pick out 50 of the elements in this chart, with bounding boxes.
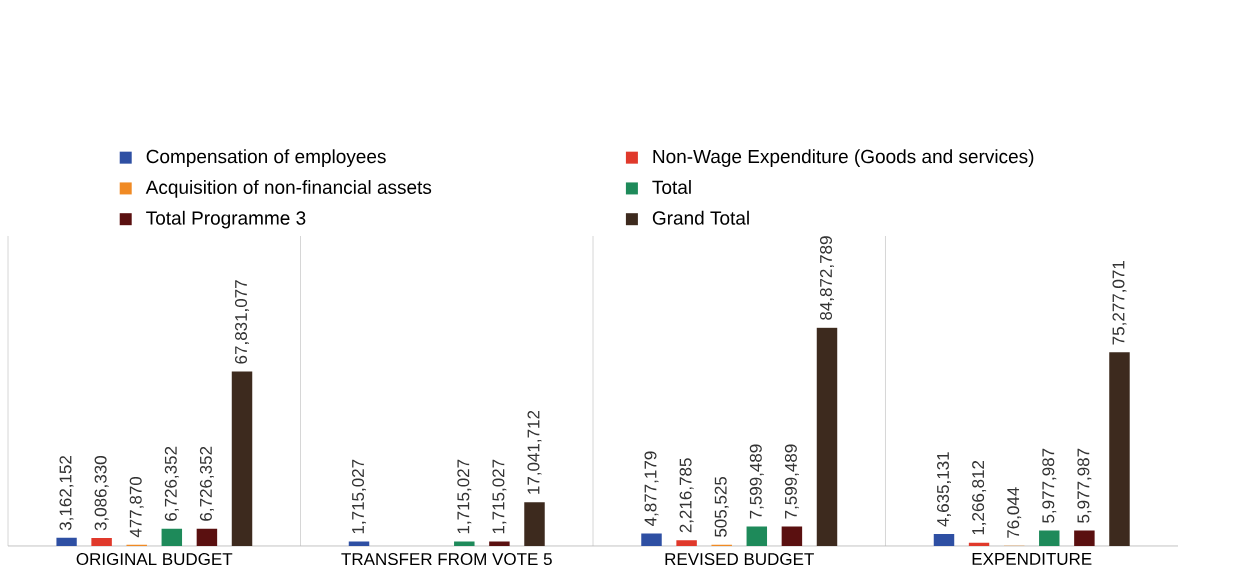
bar (1074, 530, 1095, 546)
bar (746, 526, 768, 546)
data-label: 4,635,131 (936, 452, 951, 527)
data-label: 3,162,152 (59, 456, 74, 531)
data-label: 505,525 (714, 476, 729, 537)
data-label: 75,277,071 (1112, 261, 1127, 345)
data-label: 4,877,179 (644, 451, 659, 526)
bar (1109, 352, 1130, 546)
data-label: 477,870 (129, 476, 144, 538)
x-tick-label: REVISED BUDGET (665, 553, 814, 566)
bar (161, 528, 183, 546)
data-label: 1,266,812 (972, 460, 987, 535)
data-label: 7,599,489 (749, 444, 764, 519)
x-tick-label: EXPENDITURE (972, 553, 1092, 565)
bar (489, 541, 510, 546)
bar (196, 528, 218, 546)
data-label: 6,726,352 (164, 446, 179, 521)
legend-label: Compensation of employees (146, 149, 386, 167)
bar (968, 542, 990, 546)
legend-label: Non-Wage Expenditure (Goods and services) (653, 149, 1034, 167)
data-label: 1,715,027 (352, 459, 367, 534)
x-tick-label: TRANSFER FROM VOTE 5 (341, 553, 552, 566)
bar (933, 534, 955, 546)
bar (816, 327, 838, 546)
bar (781, 526, 803, 546)
bar (1039, 530, 1060, 546)
data-label: 76,044 (1007, 487, 1022, 538)
legend-label: Grand Total (652, 210, 749, 225)
legend-label: Total Programme 3 (146, 210, 306, 229)
data-label: 67,831,077 (235, 280, 250, 364)
bar (231, 371, 253, 546)
bar (454, 541, 475, 546)
x-tick-label: ORIGINAL BUDGET (76, 553, 233, 566)
data-label: 84,872,789 (819, 236, 835, 320)
bar (676, 540, 697, 546)
data-label: 5,977,987 (1077, 448, 1092, 523)
data-label: 5,977,987 (1042, 448, 1057, 523)
bar (641, 533, 662, 546)
bar (524, 502, 545, 546)
data-label: 7,599,489 (784, 444, 799, 519)
data-label: 1,715,027 (457, 459, 472, 534)
data-label: 6,726,352 (199, 446, 214, 521)
bar (56, 537, 77, 546)
legend-label: Total (652, 180, 691, 194)
data-label: 1,715,027 (492, 459, 507, 534)
legend-label: Acquisition of non-financial assets (145, 180, 432, 198)
bar (91, 538, 112, 546)
data-label: 2,216,785 (679, 458, 694, 533)
data-label: 17,041,712 (527, 410, 542, 494)
data-label: 3,086,330 (94, 456, 109, 531)
